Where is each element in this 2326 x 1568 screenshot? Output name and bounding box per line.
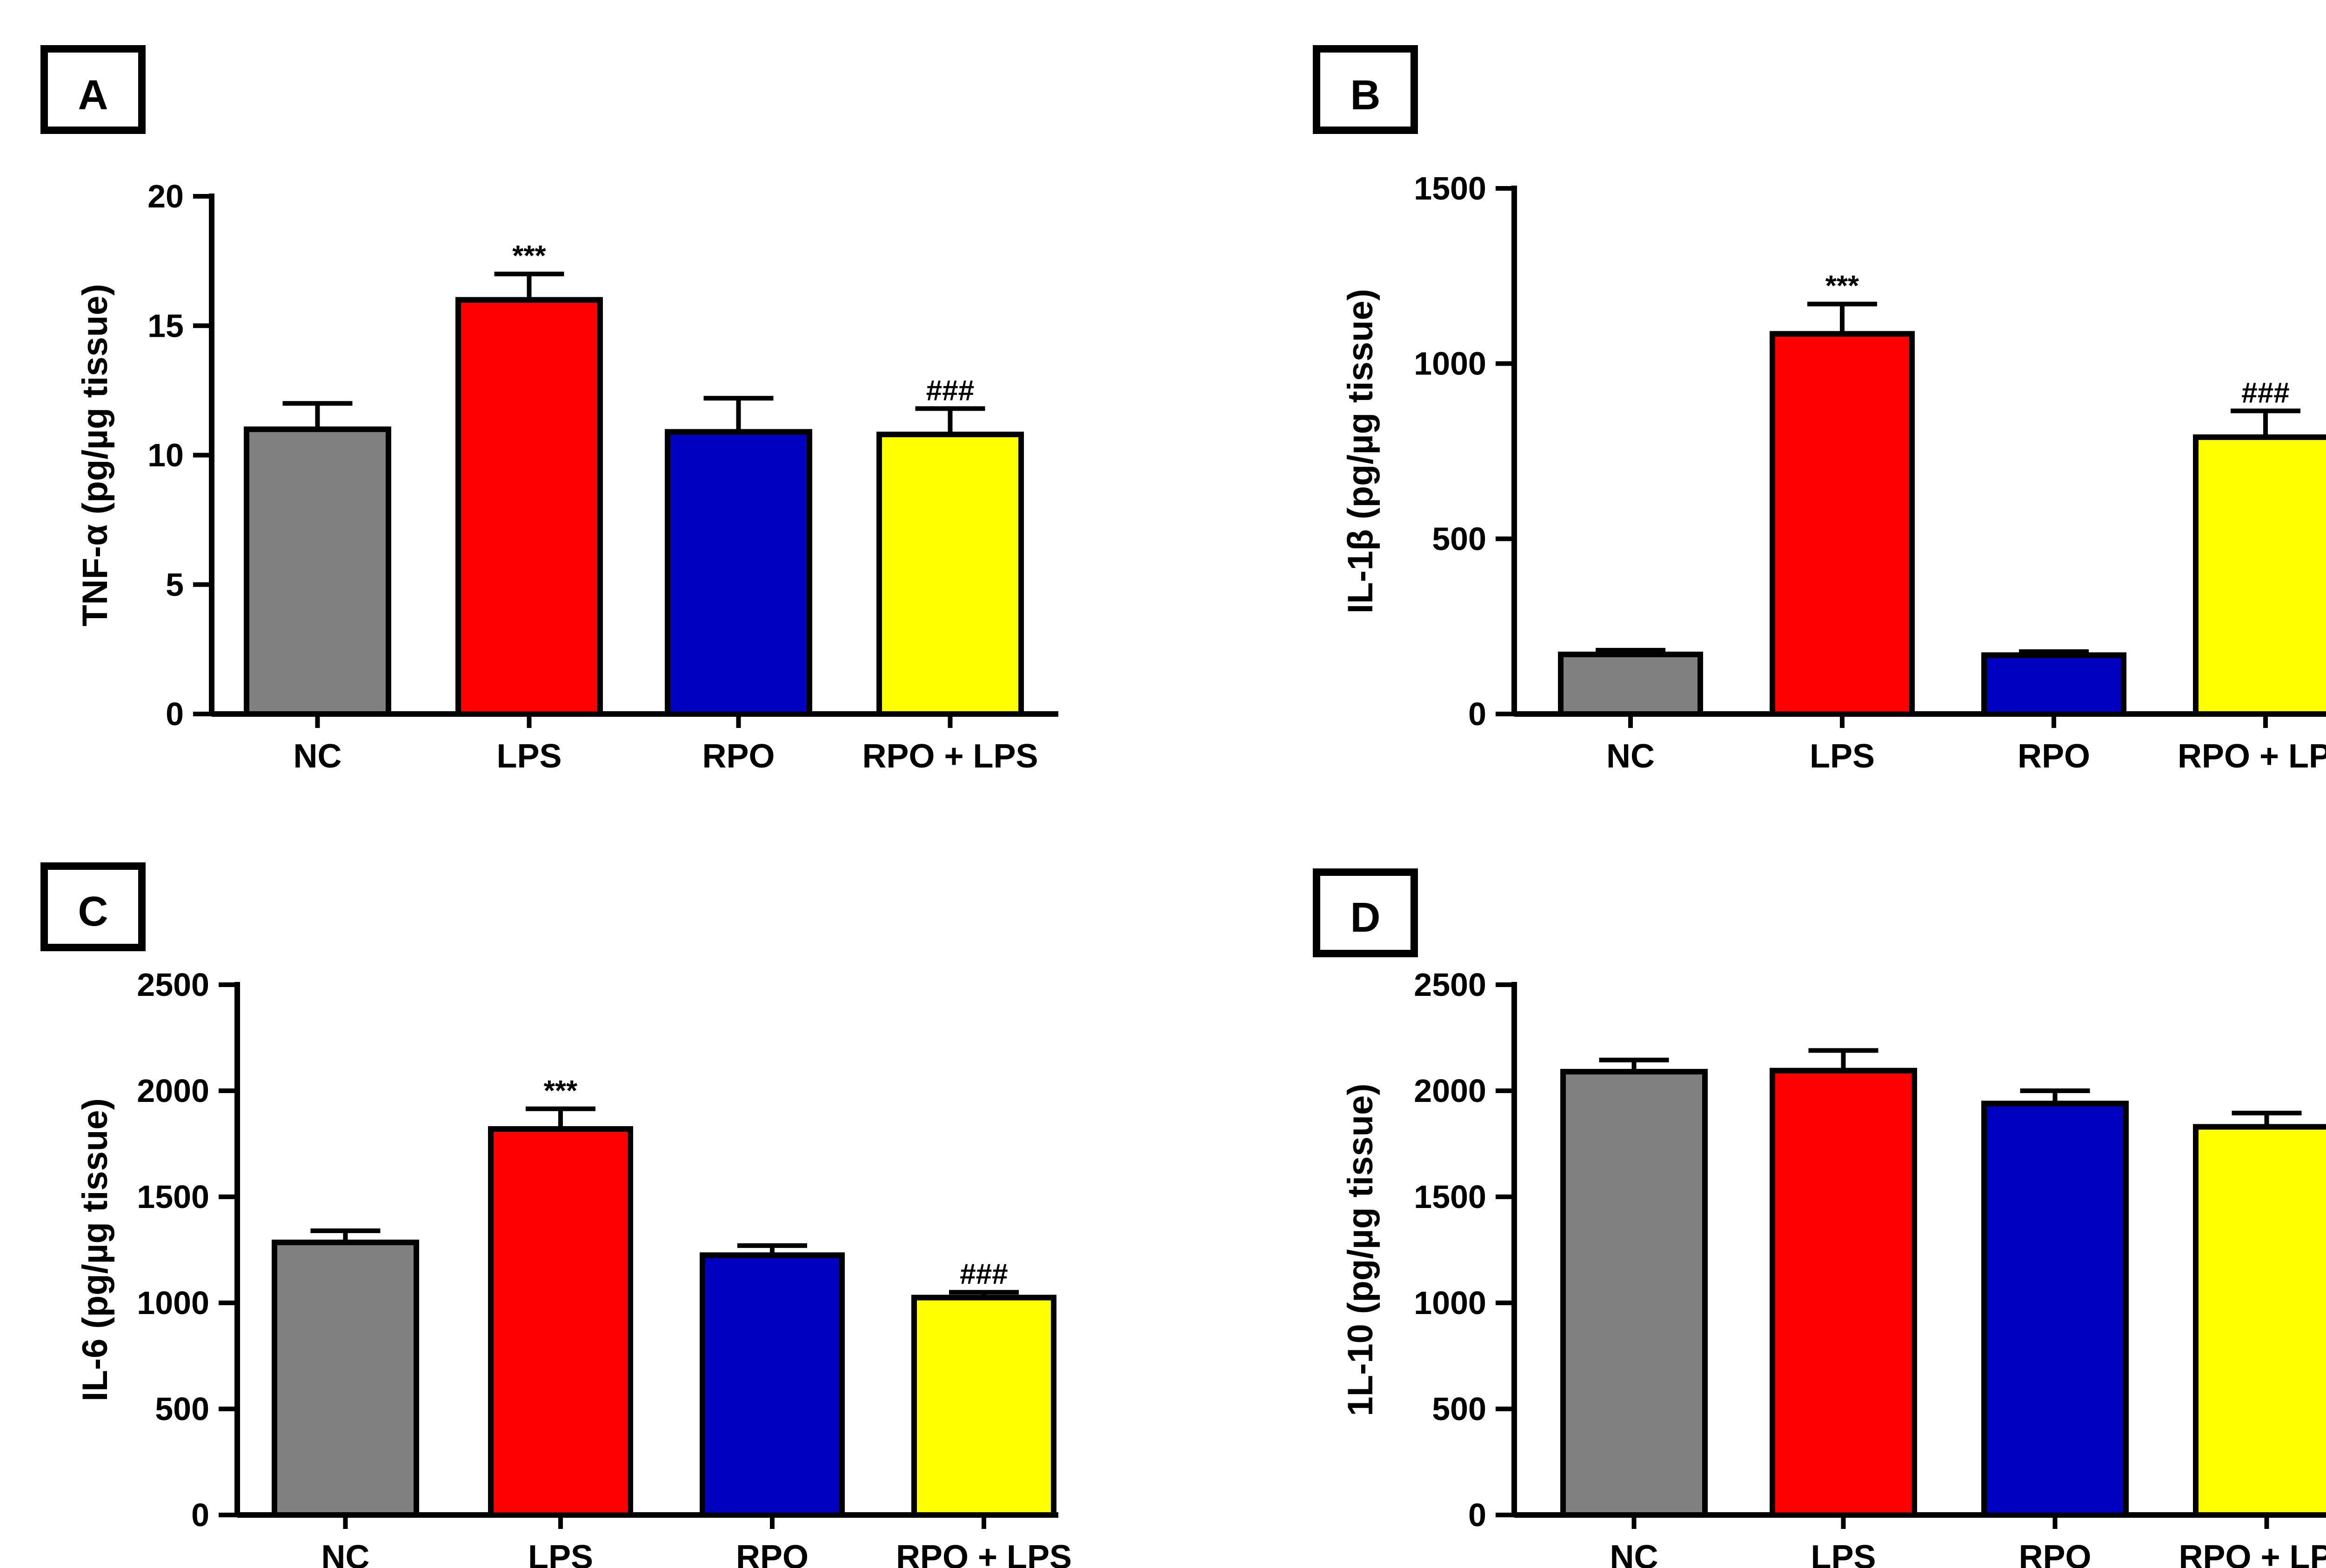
y-tick-label: 500 <box>1432 520 1486 557</box>
x-tick-label: NC <box>1610 1539 1658 1568</box>
x-tick-label: RPO + LPS <box>862 738 1038 775</box>
chart-c: NC *** LPS RPO ### RPO + LPS 0 500 1000 1500 2000 2… <box>75 967 1072 1568</box>
panel-a-letter-box <box>40 45 146 134</box>
bar-nc <box>272 1240 419 1518</box>
y-tick-label: 1000 <box>1414 346 1486 382</box>
x-tick-label: RPO <box>2018 738 2090 775</box>
significance-label: *** <box>1825 270 1859 302</box>
chart-d: NC LPS RPO RPO + LPS 0 500 1000 1500 2000 2500 1L-… <box>1341 967 2326 1568</box>
panel-b-letter: B <box>1350 72 1381 119</box>
bar-rpo <box>700 1252 845 1518</box>
bar-lps <box>1770 1068 1917 1518</box>
x-tick-label: RPO <box>702 738 775 775</box>
panel-a: A NC *** LPS RPO ### RPO + LPS 0 5 10 15 20 TNF-α (… <box>40 45 1058 775</box>
y-tick-label: 5 <box>166 567 184 603</box>
bar-rpo-lps <box>2193 1124 2326 1518</box>
y-tick-label: 0 <box>1468 1497 1486 1533</box>
y-tick-label: 1000 <box>137 1285 209 1321</box>
panel-c: C NC *** LPS RPO ### RPO + LPS 0 500 1000 1500 200… <box>40 862 1072 1568</box>
bar-rpo <box>1981 652 2126 717</box>
y-axis-label: IL-6 (pg/µg tissue) <box>75 1098 115 1401</box>
bar-rpo-lps <box>876 431 1024 717</box>
y-tick-label: 0 <box>1468 696 1486 732</box>
y-axis-label: IL-1β (pg/µg tissue) <box>1341 289 1380 614</box>
x-tick-label: RPO + LPS <box>896 1539 1072 1568</box>
y-tick-label: 10 <box>147 437 184 474</box>
x-tick-label: RPO <box>2019 1539 2091 1568</box>
x-tick-label: RPO <box>736 1539 809 1568</box>
panel-c-letter-box <box>40 862 146 951</box>
bar-lps <box>488 1126 633 1518</box>
x-tick-label: NC <box>294 738 342 775</box>
bar-rpo-lps <box>911 1294 1056 1518</box>
x-tick-label: LPS <box>1811 1539 1876 1568</box>
x-tick-label: LPS <box>528 1539 593 1568</box>
y-tick-label: 2000 <box>137 1073 209 1109</box>
significance-label: ### <box>926 374 974 407</box>
panel-d-letter-box <box>1313 868 1418 957</box>
significance-label: *** <box>544 1075 578 1107</box>
y-tick-label: 1000 <box>1414 1285 1486 1321</box>
panel-a-letter: A <box>78 72 108 119</box>
x-tick-label: RPO + LPS <box>2179 1539 2326 1568</box>
panel-d-letter: D <box>1350 894 1381 941</box>
bar-nc <box>244 426 391 717</box>
bar-nc <box>1558 651 1703 717</box>
y-tick-label: 500 <box>1432 1391 1486 1427</box>
significance-label: ### <box>2241 377 2289 409</box>
y-tick-label: 1500 <box>1414 1179 1486 1215</box>
y-tick-label: 1500 <box>1414 170 1486 207</box>
x-tick-label: NC <box>321 1539 370 1568</box>
x-tick-label: LPS <box>1810 738 1875 775</box>
y-tick-label: 0 <box>166 696 184 732</box>
panel-b: B NC *** LPS RPO ### RPO + LPS 0 500 1000 1500 IL-… <box>1313 45 2326 775</box>
y-tick-label: 15 <box>147 307 184 344</box>
bar-rpo-lps <box>2193 434 2326 717</box>
y-tick-label: 500 <box>155 1391 209 1427</box>
significance-label: ### <box>960 1258 1008 1290</box>
bar-nc <box>1560 1068 1708 1518</box>
x-tick-label: NC <box>1606 738 1655 775</box>
panel-d: D NC LPS RPO RPO + LPS 0 500 1000 1500 2000 2500 1… <box>1313 868 2326 1568</box>
x-tick-label: LPS <box>496 738 561 775</box>
x-tick-label: RPO + LPS <box>2178 738 2326 775</box>
y-tick-label: 2000 <box>1414 1073 1486 1109</box>
panel-b-letter-box <box>1313 45 1418 134</box>
y-axis-label: TNF-α (pg/µg tissue) <box>75 284 115 626</box>
bar-lps <box>455 297 603 717</box>
chart-b: NC *** LPS RPO ### RPO + LPS 0 500 1000 1500 IL-1β… <box>1341 170 2326 775</box>
bar-lps <box>1770 331 1915 717</box>
bar-rpo <box>1981 1101 2129 1518</box>
y-tick-label: 2500 <box>137 967 209 1003</box>
y-tick-label: 0 <box>191 1497 209 1533</box>
y-tick-label: 20 <box>147 178 184 214</box>
bar-rpo <box>665 429 812 717</box>
chart-a: NC *** LPS RPO ### RPO + LPS 0 5 10 15 20 TNF-α (pg… <box>75 178 1058 775</box>
panel-c-letter: C <box>78 888 108 935</box>
y-axis-label: 1L-10 (pg/µg tissue) <box>1341 1083 1380 1416</box>
significance-label: *** <box>512 240 546 272</box>
y-tick-label: 2500 <box>1414 967 1486 1003</box>
y-tick-label: 1500 <box>137 1179 209 1215</box>
